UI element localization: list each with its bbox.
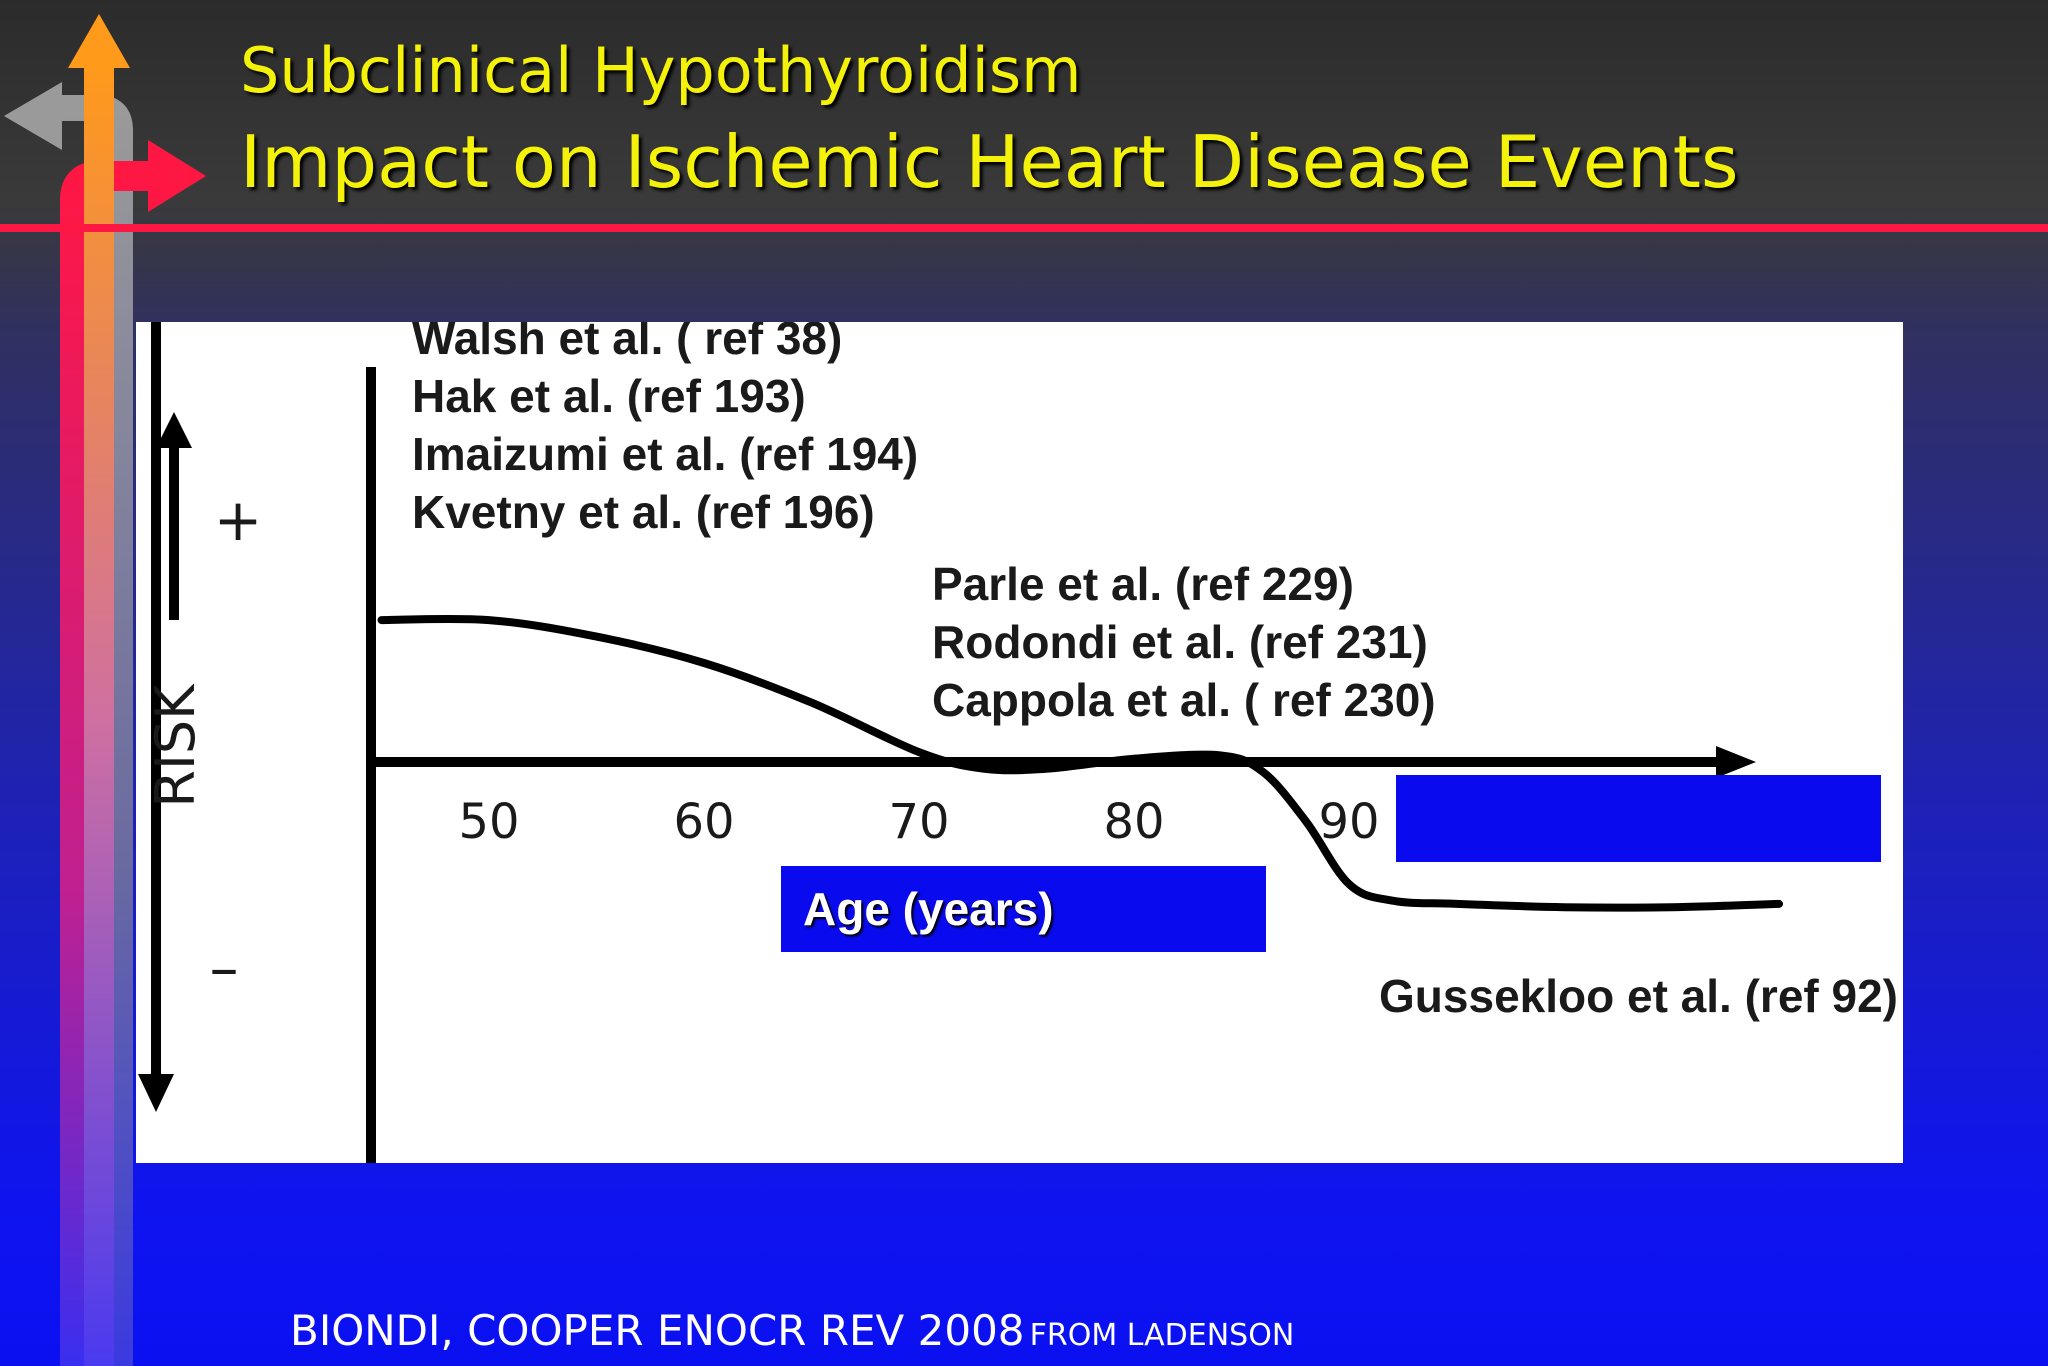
x-tick-label: 80 xyxy=(1103,794,1164,850)
x-tick-label: 90 xyxy=(1318,794,1379,850)
study-label-middle: Parle et al. (ref 229) xyxy=(932,558,1354,610)
study-label-above: Hak et al. (ref 193) xyxy=(412,370,806,422)
risk-minus-marker: – xyxy=(210,934,239,1002)
study-label-above: Kvetny et al. (ref 196) xyxy=(412,486,875,538)
study-label-above: Walsh et al. ( ref 38) xyxy=(412,322,842,364)
risk-age-chart: + – RISK 50 60 70 80 90 Walsh et al. ( ref 3… xyxy=(138,322,1898,1163)
study-label-below: Gussekloo et al. (ref 92) xyxy=(1379,970,1898,1022)
risk-up-arrowhead xyxy=(156,412,192,448)
citation-main: BIONDI, COOPER ENOCR REV 2008 xyxy=(290,1306,1025,1355)
decorative-arrows xyxy=(4,14,206,1366)
study-label-above: Imaizumi et al. (ref 194) xyxy=(412,428,918,480)
citation: BIONDI, COOPER ENOCR REV 2008 FROM LADEN… xyxy=(290,1306,1294,1355)
x-axis-arrowhead xyxy=(1716,746,1756,778)
risk-down-arrowhead xyxy=(138,1074,174,1112)
slide-title: Subclinical Hypothyroidism xyxy=(240,34,1082,107)
study-label-middle: Rodondi et al. (ref 231) xyxy=(932,616,1428,668)
risk-plus-marker: + xyxy=(214,486,263,554)
y-axis-label: RISK xyxy=(144,683,207,808)
risk-curve xyxy=(377,614,1783,912)
x-tick-label: 60 xyxy=(673,794,734,850)
redaction-box xyxy=(1396,775,1881,862)
x-axis-label: Age (years) xyxy=(803,883,1054,935)
title-divider xyxy=(0,224,2048,232)
slide-subtitle: Impact on Ischemic Heart Disease Events xyxy=(240,120,1739,204)
x-tick-label: 70 xyxy=(888,794,949,850)
chart-panel: + – RISK 50 60 70 80 90 Walsh et al. ( ref 3… xyxy=(136,322,1903,1163)
age-label-box: Age (years) xyxy=(781,866,1266,952)
x-tick-label: 50 xyxy=(458,794,519,850)
study-label-middle: Cappola et al. ( ref 230) xyxy=(932,674,1436,726)
citation-source: FROM LADENSON xyxy=(1029,1318,1295,1353)
